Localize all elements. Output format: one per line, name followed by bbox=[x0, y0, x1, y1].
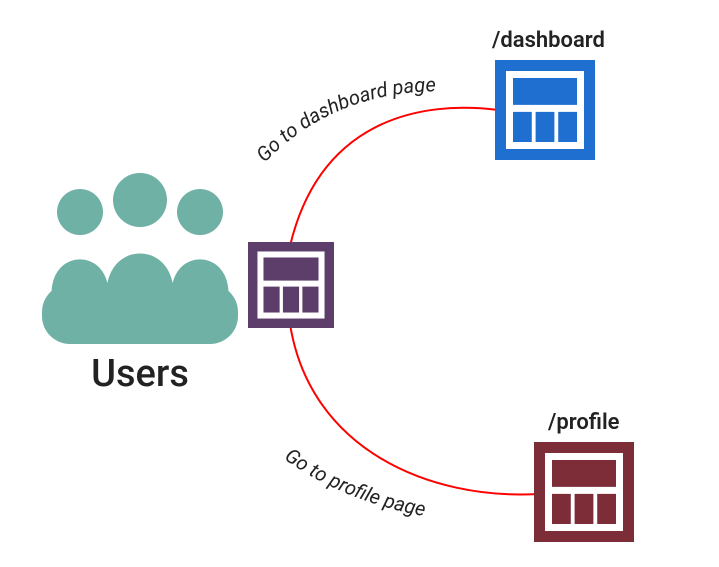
page-node-profile bbox=[534, 442, 634, 542]
profile-label: /profile bbox=[548, 410, 620, 435]
users-label: Users bbox=[40, 352, 240, 396]
edge-label-profile: Go to profile page bbox=[281, 443, 428, 521]
edge-label-dashboard: Go to dashboard page bbox=[251, 72, 436, 166]
dashboard-label: /dashboard bbox=[492, 28, 605, 53]
users-icon bbox=[42, 173, 238, 344]
diagram-canvas: Go to dashboard page Go to profile page … bbox=[0, 0, 719, 567]
page-node-center bbox=[248, 242, 334, 328]
edge-to-dashboard bbox=[290, 108, 498, 246]
page-node-dashboard bbox=[495, 60, 595, 160]
svg-layer: Go to dashboard page Go to profile page bbox=[0, 0, 719, 567]
